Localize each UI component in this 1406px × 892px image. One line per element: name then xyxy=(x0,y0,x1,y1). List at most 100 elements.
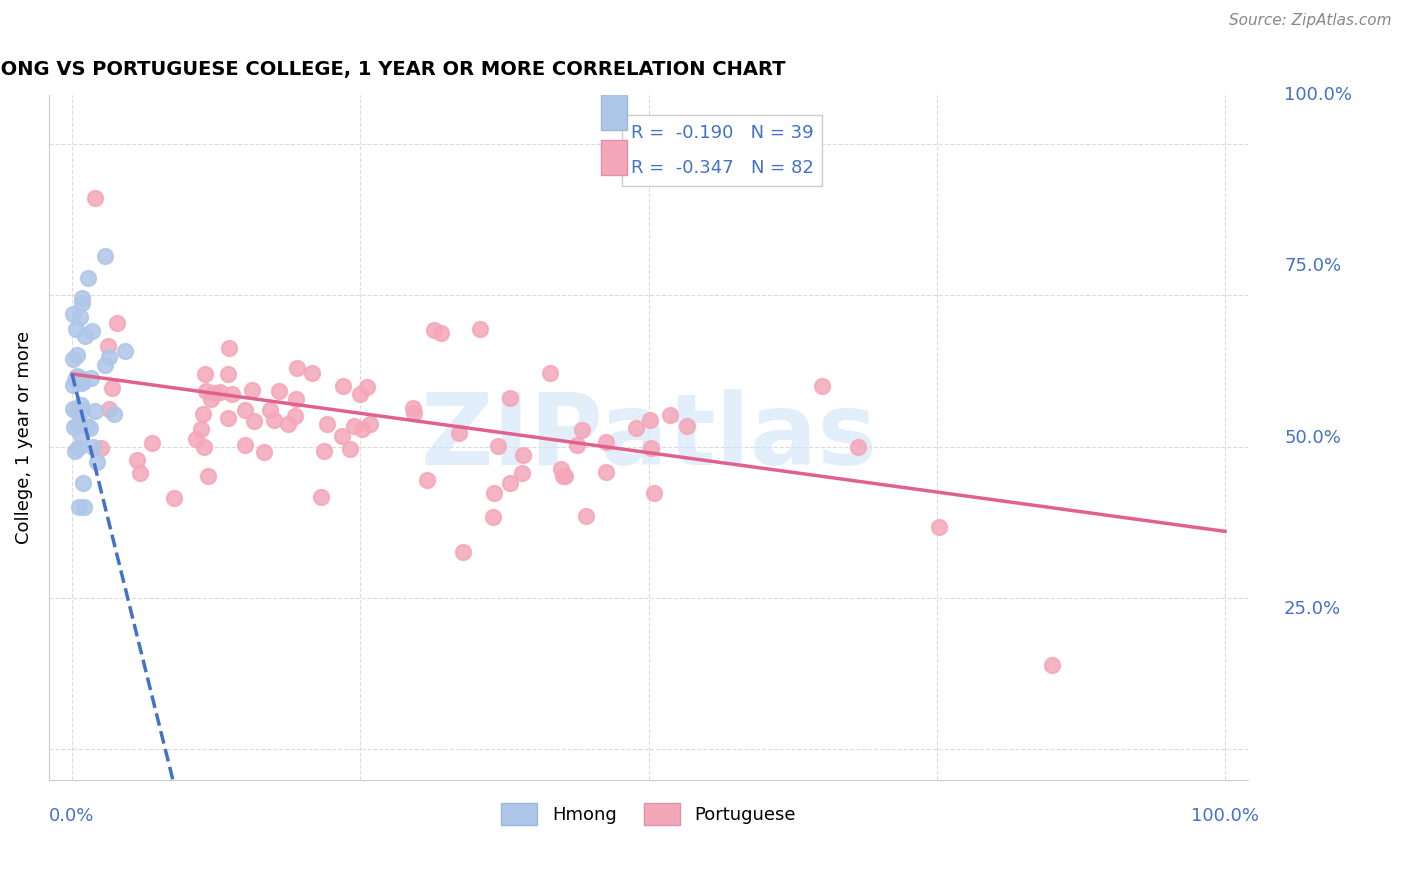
Y-axis label: College, 1 year or more: College, 1 year or more xyxy=(15,331,32,544)
Point xyxy=(287,361,309,376)
Point xyxy=(184,432,207,446)
Point xyxy=(129,466,152,480)
Point xyxy=(565,438,588,452)
Point xyxy=(62,402,84,417)
Point xyxy=(512,467,534,481)
Text: 50.0%: 50.0% xyxy=(1284,428,1341,447)
Point xyxy=(194,367,217,381)
Text: HMONG VS PORTUGUESE COLLEGE, 1 YEAR OR MORE CORRELATION CHART: HMONG VS PORTUGUESE COLLEGE, 1 YEAR OR M… xyxy=(0,60,786,78)
Point xyxy=(70,429,93,443)
Point xyxy=(72,291,94,305)
Point xyxy=(94,249,117,263)
Point xyxy=(62,351,84,366)
Point xyxy=(62,378,84,392)
Point xyxy=(277,417,299,431)
Point xyxy=(263,413,285,427)
Point xyxy=(846,441,869,455)
Point xyxy=(554,469,576,483)
Point xyxy=(97,401,120,416)
Point xyxy=(62,307,84,321)
Point xyxy=(284,409,307,423)
Point xyxy=(595,465,617,479)
Point xyxy=(94,358,117,372)
Point xyxy=(208,385,231,400)
Point xyxy=(103,408,125,422)
Point xyxy=(83,404,105,418)
Point xyxy=(69,376,91,390)
Point xyxy=(332,378,354,392)
Point xyxy=(193,440,215,454)
Point xyxy=(1040,657,1063,672)
Point xyxy=(217,411,239,425)
Point xyxy=(253,444,276,458)
Point xyxy=(202,386,225,401)
Point xyxy=(451,544,474,558)
Point xyxy=(810,379,832,393)
Point xyxy=(330,428,353,442)
Point xyxy=(356,380,378,394)
Point xyxy=(70,403,93,417)
Point xyxy=(70,296,93,310)
Text: 75.0%: 75.0% xyxy=(1284,258,1341,276)
Point xyxy=(79,421,101,435)
Point xyxy=(429,326,451,340)
Point xyxy=(638,413,661,427)
Point xyxy=(84,191,107,205)
Point xyxy=(197,468,219,483)
Point xyxy=(316,417,339,432)
Point xyxy=(550,462,572,476)
Text: R =  -0.190   N = 39
R =  -0.347   N = 82: R = -0.190 N = 39 R = -0.347 N = 82 xyxy=(630,124,814,177)
Point xyxy=(65,404,87,418)
Point xyxy=(499,391,522,405)
Point xyxy=(66,348,89,362)
Point xyxy=(127,452,149,467)
FancyBboxPatch shape xyxy=(600,140,627,176)
Point xyxy=(575,508,598,523)
Point xyxy=(100,381,122,395)
Point xyxy=(69,370,91,384)
Point xyxy=(512,448,534,462)
Point xyxy=(643,486,665,500)
Point xyxy=(66,369,89,384)
Point xyxy=(76,271,98,285)
FancyBboxPatch shape xyxy=(600,94,627,129)
Point xyxy=(221,387,243,401)
Point xyxy=(339,442,361,457)
Point xyxy=(65,321,87,335)
Point xyxy=(658,408,681,422)
Text: 0.0%: 0.0% xyxy=(49,807,94,825)
Point xyxy=(67,441,90,455)
Point xyxy=(352,422,374,436)
Point xyxy=(285,392,308,407)
Point xyxy=(343,419,366,434)
Text: 25.0%: 25.0% xyxy=(1284,599,1341,617)
Point xyxy=(141,435,163,450)
Point xyxy=(72,476,94,491)
Text: ZIPatlas: ZIPatlas xyxy=(420,389,877,486)
Point xyxy=(97,339,120,353)
Point xyxy=(200,392,222,406)
Point xyxy=(114,343,136,358)
Point xyxy=(218,341,240,355)
Point xyxy=(98,350,121,364)
Point xyxy=(76,418,98,433)
Point xyxy=(640,441,662,455)
Point xyxy=(65,373,87,387)
Point xyxy=(67,418,90,433)
Point xyxy=(90,441,112,455)
Point xyxy=(243,414,266,428)
Point xyxy=(551,469,574,483)
Point xyxy=(217,368,239,382)
Point xyxy=(163,491,186,506)
Point xyxy=(86,455,108,469)
Point xyxy=(928,520,950,534)
Point xyxy=(194,384,217,399)
Point xyxy=(676,419,699,434)
Point xyxy=(233,402,256,417)
Point xyxy=(233,438,256,452)
Point xyxy=(498,476,520,491)
Point xyxy=(571,423,593,437)
Point xyxy=(402,401,425,415)
Point xyxy=(72,375,94,389)
Point xyxy=(359,417,381,431)
